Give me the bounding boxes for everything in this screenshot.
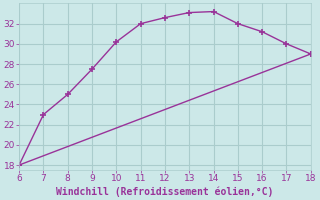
X-axis label: Windchill (Refroidissement éolien,°C): Windchill (Refroidissement éolien,°C) <box>56 186 274 197</box>
